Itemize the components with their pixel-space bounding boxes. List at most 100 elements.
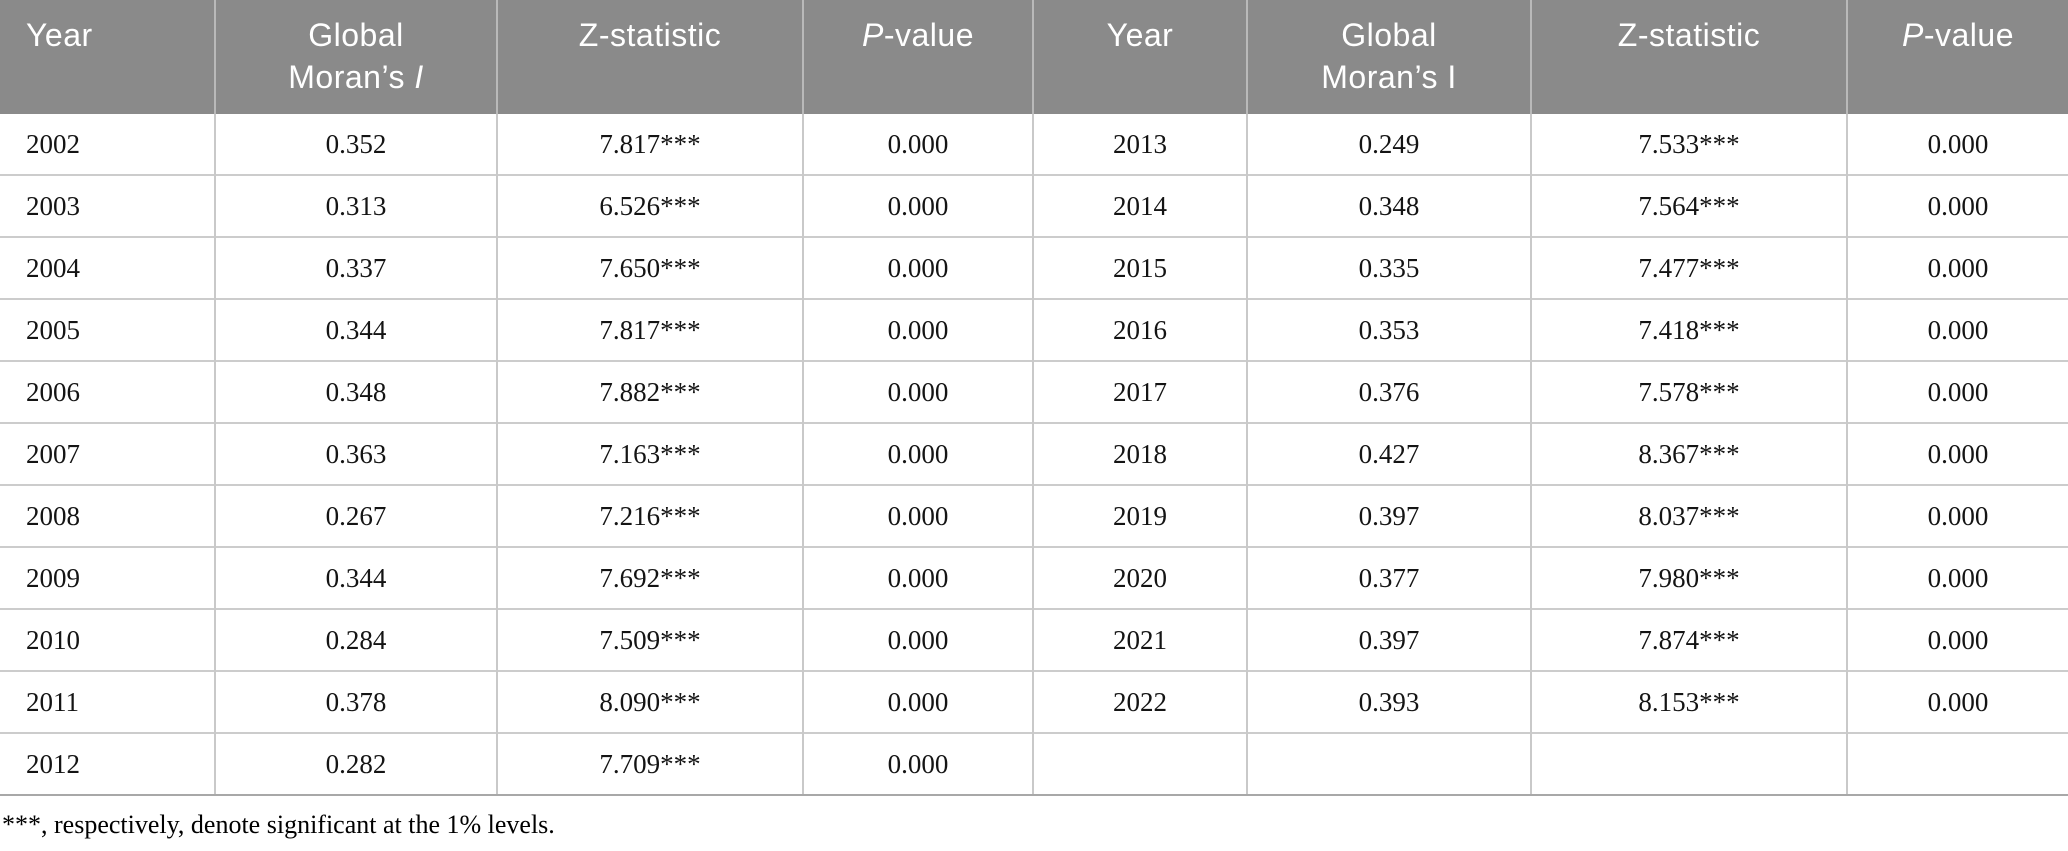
z-statistic-cell xyxy=(1531,732,1848,796)
header-label-line: Z-statistic xyxy=(1617,17,1761,53)
p-value-cell: 0.000 xyxy=(803,236,1034,299)
morans-i-cell: 0.352 xyxy=(215,114,498,175)
table-header: Year Global Moran’s I Z-statistic P-value… xyxy=(0,0,2068,114)
year-cell: 2004 xyxy=(0,236,216,299)
morans-i-cell: 0.284 xyxy=(215,608,498,671)
year-cell: 2003 xyxy=(0,174,216,237)
z-statistic-cell: 7.817*** xyxy=(497,298,804,361)
col-header-year-right: Year xyxy=(1033,0,1248,114)
z-statistic-cell: 8.090*** xyxy=(497,670,804,733)
header-label-line: Global xyxy=(1341,17,1437,53)
year-cell: 2017 xyxy=(1033,360,1248,423)
year-cell: 2014 xyxy=(1033,174,1248,237)
year-cell: 2020 xyxy=(1033,546,1248,609)
morans-i-cell: 0.378 xyxy=(215,670,498,733)
morans-i-cell: 0.335 xyxy=(1247,236,1532,299)
col-header-year-left: Year xyxy=(0,0,216,114)
p-value-cell: 0.000 xyxy=(803,546,1034,609)
z-statistic-cell: 7.418*** xyxy=(1531,298,1848,361)
header-label-line: Moran’s I xyxy=(288,59,424,95)
morans-i-cell: 0.397 xyxy=(1247,608,1532,671)
col-header-z-statistic-left: Z-statistic xyxy=(497,0,804,114)
morans-i-cell: 0.282 xyxy=(215,732,498,796)
year-cell: 2018 xyxy=(1033,422,1248,485)
header-label-line: Year xyxy=(26,17,93,53)
table-row: 2002 0.352 7.817*** 0.000 2013 0.249 7.533*** 0… xyxy=(0,114,2068,175)
p-value-cell: 0.000 xyxy=(803,670,1034,733)
header-label-line: Z-statistic xyxy=(578,17,722,53)
p-value-cell xyxy=(1847,732,2068,796)
morans-i-cell: 0.249 xyxy=(1247,114,1532,175)
p-value-cell: 0.000 xyxy=(1847,484,2068,547)
morans-i-cell: 0.353 xyxy=(1247,298,1532,361)
year-cell: 2013 xyxy=(1033,114,1248,175)
z-statistic-cell: 7.163*** xyxy=(497,422,804,485)
year-cell: 2002 xyxy=(0,114,216,175)
table-row: 2012 0.282 7.709*** 0.000 xyxy=(0,732,2068,796)
p-value-cell: 0.000 xyxy=(1847,546,2068,609)
p-value-cell: 0.000 xyxy=(1847,298,2068,361)
table-row: 2010 0.284 7.509*** 0.000 2021 0.397 7.874*** 0… xyxy=(0,608,2068,671)
morans-i-cell: 0.397 xyxy=(1247,484,1532,547)
z-statistic-cell: 7.692*** xyxy=(497,546,804,609)
p-value-cell: 0.000 xyxy=(1847,174,2068,237)
morans-i-cell: 0.377 xyxy=(1247,546,1532,609)
year-cell: 2011 xyxy=(0,670,216,733)
year-cell: 2006 xyxy=(0,360,216,423)
year-cell: 2016 xyxy=(1033,298,1248,361)
year-cell: 2007 xyxy=(0,422,216,485)
z-statistic-cell: 7.509*** xyxy=(497,608,804,671)
z-statistic-cell: 8.367*** xyxy=(1531,422,1848,485)
p-value-cell: 0.000 xyxy=(803,360,1034,423)
p-value-cell: 0.000 xyxy=(803,422,1034,485)
table-row: 2005 0.344 7.817*** 0.000 2016 0.353 7.418*** 0… xyxy=(0,298,2068,361)
header-label-line: P-value xyxy=(1902,17,2014,53)
morans-i-cell: 0.427 xyxy=(1247,422,1532,485)
p-value-cell: 0.000 xyxy=(803,174,1034,237)
morans-i-cell: 0.344 xyxy=(215,546,498,609)
year-cell xyxy=(1033,732,1248,796)
morans-i-cell: 0.313 xyxy=(215,174,498,237)
footnote: ***, respectively, denote significant at… xyxy=(2,810,555,839)
morans-i-cell: 0.393 xyxy=(1247,670,1532,733)
table-body: 2002 0.352 7.817*** 0.000 2013 0.249 7.533*** 0… xyxy=(0,114,2068,796)
z-statistic-cell: 7.477*** xyxy=(1531,236,1848,299)
morans-i-cell: 0.337 xyxy=(215,236,498,299)
morans-i-cell: 0.344 xyxy=(215,298,498,361)
z-statistic-cell: 7.817*** xyxy=(497,114,804,175)
header-label-line: Moran’s I xyxy=(1321,59,1457,95)
header-row: Year Global Moran’s I Z-statistic P-value… xyxy=(0,0,2068,114)
header-label-line: Year xyxy=(1106,17,1174,53)
morans-i-cell: 0.267 xyxy=(215,484,498,547)
z-statistic-cell: 7.533*** xyxy=(1531,114,1848,175)
p-value-cell: 0.000 xyxy=(1847,236,2068,299)
table-row: 2008 0.267 7.216*** 0.000 2019 0.397 8.037*** 0… xyxy=(0,484,2068,547)
table-row: 2004 0.337 7.650*** 0.000 2015 0.335 7.477*** 0… xyxy=(0,236,2068,299)
morans-i-cell: 0.348 xyxy=(1247,174,1532,237)
year-cell: 2009 xyxy=(0,546,216,609)
p-value-cell: 0.000 xyxy=(803,732,1034,796)
p-value-cell: 0.000 xyxy=(803,608,1034,671)
z-statistic-cell: 7.882*** xyxy=(497,360,804,423)
morans-i-table: Year Global Moran’s I Z-statistic P-value… xyxy=(0,0,2068,796)
year-cell: 2015 xyxy=(1033,236,1248,299)
p-value-cell: 0.000 xyxy=(803,298,1034,361)
morans-i-cell: 0.348 xyxy=(215,360,498,423)
z-statistic-cell: 6.526*** xyxy=(497,174,804,237)
year-cell: 2019 xyxy=(1033,484,1248,547)
col-header-global-morans-i-right: Global Moran’s I xyxy=(1247,0,1532,114)
col-header-p-value-right: P-value xyxy=(1847,0,2068,114)
p-value-cell: 0.000 xyxy=(1847,114,2068,175)
header-label-line: Global xyxy=(308,17,404,53)
z-statistic-cell: 7.564*** xyxy=(1531,174,1848,237)
col-header-p-value-left: P-value xyxy=(803,0,1034,114)
header-label-line: P-value xyxy=(862,17,974,53)
z-statistic-cell: 7.709*** xyxy=(497,732,804,796)
p-value-cell: 0.000 xyxy=(1847,422,2068,485)
col-header-z-statistic-right: Z-statistic xyxy=(1531,0,1848,114)
z-statistic-cell: 7.874*** xyxy=(1531,608,1848,671)
p-value-cell: 0.000 xyxy=(803,484,1034,547)
z-statistic-cell: 7.980*** xyxy=(1531,546,1848,609)
year-cell: 2012 xyxy=(0,732,216,796)
p-value-cell: 0.000 xyxy=(1847,360,2068,423)
